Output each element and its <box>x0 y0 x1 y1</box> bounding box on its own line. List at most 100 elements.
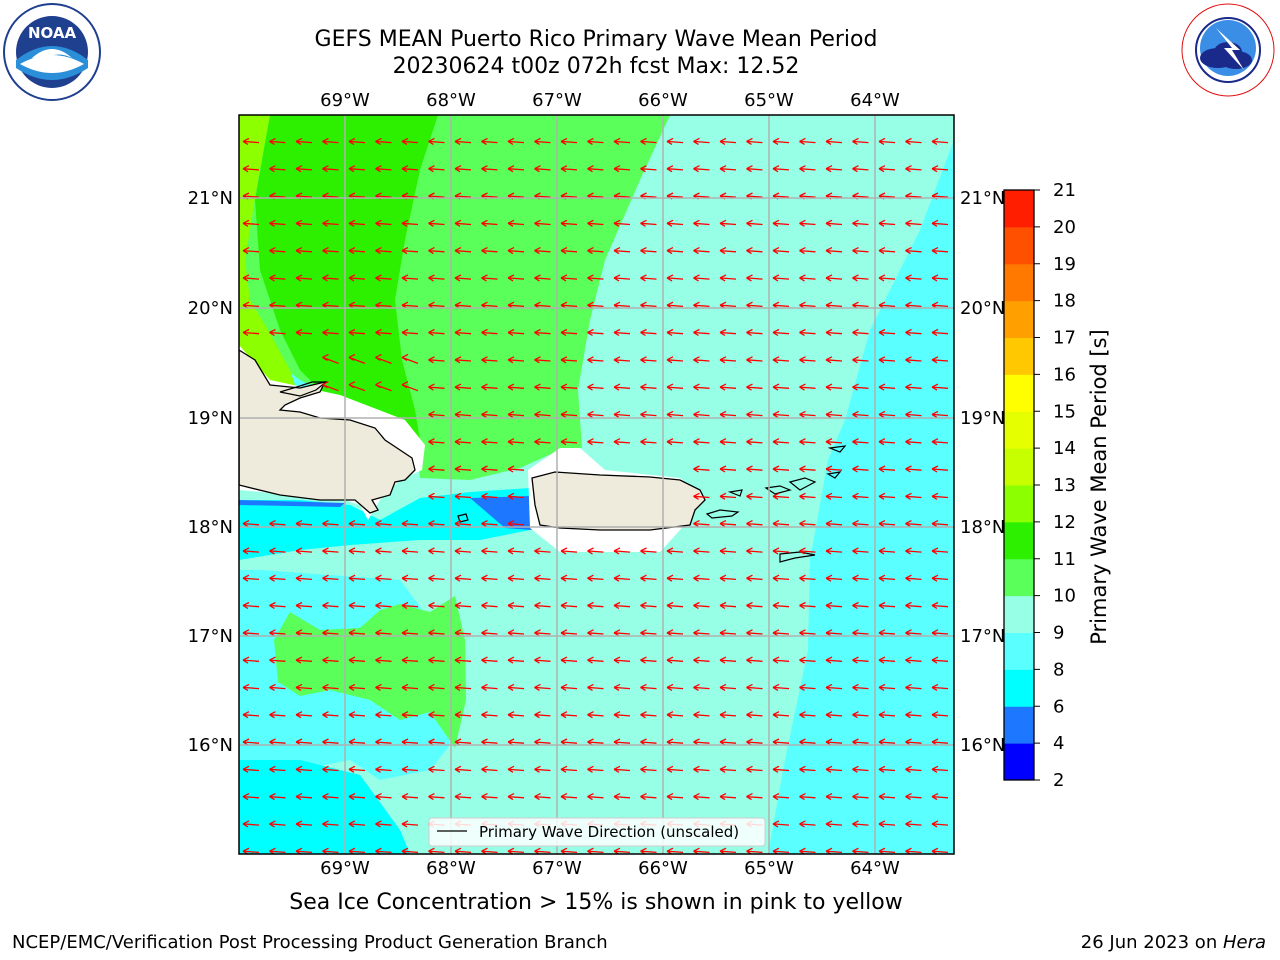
wave-arrow <box>295 274 313 282</box>
wave-arrow <box>481 410 498 418</box>
wave-arrow <box>454 383 472 391</box>
wave-arrow <box>481 383 498 391</box>
wave-arrow <box>640 601 657 610</box>
wave-arrow <box>375 274 392 282</box>
wave-arrow <box>878 574 896 582</box>
wave-arrow <box>640 711 657 719</box>
wave-arrow <box>454 247 472 255</box>
wave-arrow <box>799 465 816 473</box>
wave-arrow <box>746 574 763 582</box>
wave-arrow <box>613 274 631 282</box>
wave-arrow <box>746 247 763 255</box>
footer-date-text: 26 Jun 2023 on <box>1080 932 1223 953</box>
wave-arrow <box>666 683 684 691</box>
wave-arrow <box>640 547 657 555</box>
wave-arrow <box>322 353 339 365</box>
wave-arrow <box>348 574 366 582</box>
wave-arrow <box>269 601 286 610</box>
wave-arrow <box>799 356 816 364</box>
wave-arrow <box>666 547 684 555</box>
wave-arrow <box>481 137 498 145</box>
lat-label-left: 21°N <box>188 188 233 209</box>
wave-arrow <box>534 574 551 582</box>
wave-arrow <box>772 656 790 664</box>
wave-arrow <box>613 410 631 418</box>
wave-arrow <box>931 820 949 828</box>
wave-arrow <box>693 137 710 145</box>
wave-arrow <box>587 356 604 364</box>
wave-arrow <box>534 711 551 719</box>
wave-arrow <box>534 547 551 555</box>
wave-arrow <box>693 274 710 282</box>
wave-arrow <box>295 247 313 255</box>
wave-arrow <box>640 765 657 773</box>
wave-arrow <box>825 165 843 173</box>
wave-arrow <box>401 711 419 719</box>
wave-arrow <box>772 219 790 227</box>
wave-arrow <box>931 765 949 773</box>
wave-arrow <box>348 793 366 801</box>
lat-label-right: 20°N <box>960 298 1005 319</box>
wave-arrow <box>878 520 896 528</box>
wave-arrow <box>666 247 684 255</box>
wave-arrow <box>825 438 843 446</box>
wave-arrow <box>719 247 737 255</box>
wave-arrow <box>534 656 551 664</box>
lat-label-left: 19°N <box>188 408 233 429</box>
wave-arrow <box>348 137 366 145</box>
wave-arrow <box>931 465 949 473</box>
wave-arrow <box>719 683 737 691</box>
wave-arrow <box>613 574 631 582</box>
wave-arrow <box>587 410 604 418</box>
wave-arrow <box>401 381 419 392</box>
wave-arrow <box>507 165 525 173</box>
wave-arrow <box>640 328 657 337</box>
wave-arrow <box>375 247 392 255</box>
wave-arrow <box>613 137 631 145</box>
wave-arrow <box>799 438 816 446</box>
wave-arrow <box>825 492 843 500</box>
wave-arrow <box>507 328 525 337</box>
wave-arrow <box>507 219 525 227</box>
wave-arrow <box>401 165 419 173</box>
wave-arrow <box>560 247 578 255</box>
lat-label-right: 16°N <box>960 735 1005 756</box>
wave-arrow <box>481 711 498 719</box>
wave-arrow <box>375 793 392 801</box>
wave-arrow <box>428 711 445 719</box>
wave-arrow <box>401 328 419 337</box>
wave-arrow <box>852 165 869 173</box>
wave-arrow <box>613 438 631 446</box>
colorbar-tick-label: 14 <box>1053 438 1076 459</box>
colorbar-segment <box>1004 632 1034 670</box>
wave-arrow <box>666 438 684 446</box>
wave-arrow <box>322 520 339 528</box>
wave-arrow <box>825 383 843 391</box>
wave-arrow <box>799 274 816 282</box>
wave-arrow <box>507 410 525 418</box>
lon-label-bottom: 65°W <box>744 858 794 879</box>
wave-arrow <box>560 137 578 145</box>
wave-arrow <box>693 574 710 582</box>
wave-arrow <box>878 601 896 610</box>
wave-arrow <box>746 165 763 173</box>
wave-arrow <box>322 656 339 664</box>
lon-label-bottom: 69°W <box>320 858 370 879</box>
wave-arrow <box>772 247 790 255</box>
wave-arrow <box>560 683 578 691</box>
wave-arrow <box>931 520 949 528</box>
wave-arrow <box>507 683 525 691</box>
wave-arrow <box>534 765 551 773</box>
wave-arrow <box>375 353 392 365</box>
wave-arrow <box>242 711 260 719</box>
wave-arrow <box>587 711 604 719</box>
wave-arrow <box>507 765 525 773</box>
wave-arrow <box>799 683 816 691</box>
wave-arrow <box>348 820 366 828</box>
wave-arrow <box>295 219 313 227</box>
wave-arrow <box>428 520 445 528</box>
wave-arrow <box>587 793 604 801</box>
wave-arrow <box>825 465 843 473</box>
wave-arrow <box>269 219 286 227</box>
wave-arrow <box>242 137 260 145</box>
